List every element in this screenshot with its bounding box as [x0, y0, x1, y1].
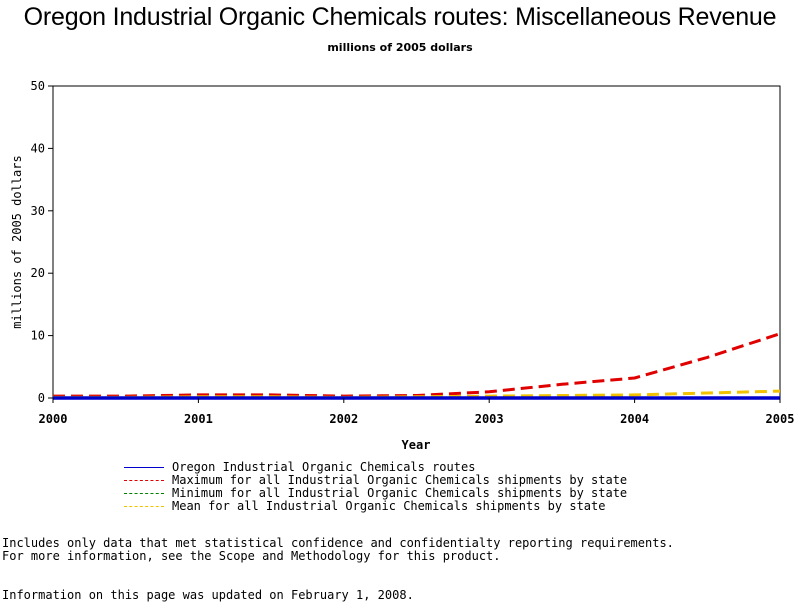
x-tick-label: 2002: [329, 412, 358, 426]
legend-label: Maximum for all Industrial Organic Chemi…: [172, 473, 628, 487]
y-axis-label: millions of 2005 dollars: [10, 155, 24, 328]
chart-title: Oregon Industrial Organic Chemicals rout…: [23, 3, 777, 31]
legend-label: Oregon Industrial Organic Chemicals rout…: [172, 460, 476, 474]
legend-swatch: [124, 467, 164, 468]
y-tick-label: 20: [31, 266, 45, 280]
y-tick-label: 0: [38, 391, 45, 405]
footnote-more-info: For more information, see the Scope and …: [2, 549, 501, 563]
y-tick-label: 40: [31, 141, 45, 155]
footnote-updated: Information on this page was updated on …: [2, 588, 414, 602]
plot-area-frame: [52, 85, 781, 399]
legend-item: Mean for all Industrial Organic Chemical…: [124, 500, 627, 513]
y-tick-label: 10: [31, 329, 45, 343]
legend-label: Minimum for all Industrial Organic Chemi…: [172, 486, 628, 500]
series-line-1: [53, 332, 781, 398]
x-tick-label: 2000: [39, 412, 68, 426]
legend-item: Minimum for all Industrial Organic Chemi…: [124, 487, 627, 500]
x-tick-label: 2004: [620, 412, 649, 426]
legend: Oregon Industrial Organic Chemicals rout…: [124, 461, 627, 513]
legend-item: Oregon Industrial Organic Chemicals rout…: [124, 461, 627, 474]
x-axis-label: Year: [402, 438, 431, 452]
y-tick-label: 50: [31, 79, 45, 93]
x-tick-label: 2001: [184, 412, 213, 426]
legend-item: Maximum for all Industrial Organic Chemi…: [124, 474, 627, 487]
legend-swatch: [124, 506, 164, 507]
footnote-confidence: Includes only data that met statistical …: [2, 536, 674, 550]
x-tick-label: 2003: [475, 412, 504, 426]
y-tick-label: 30: [31, 204, 45, 218]
legend-label: Mean for all Industrial Organic Chemical…: [172, 499, 606, 513]
x-tick-label: 2005: [766, 412, 795, 426]
legend-swatch: [124, 480, 164, 481]
chart-subtitle: millions of 2005 dollars: [327, 41, 473, 54]
line-chart: 0 10 20 30 40 50 2000 2001 2002 2003 2004 2005 mill…: [10, 79, 795, 452]
legend-swatch: [124, 493, 164, 494]
